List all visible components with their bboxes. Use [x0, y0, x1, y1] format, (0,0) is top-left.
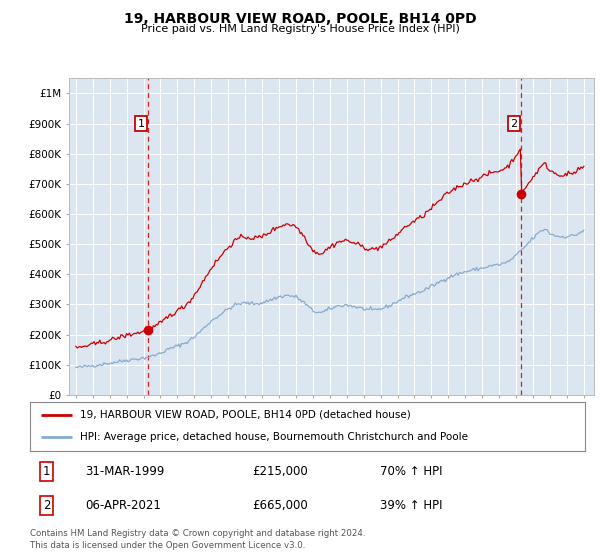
Text: 2: 2	[511, 119, 517, 129]
Text: 2: 2	[43, 498, 50, 512]
Text: 31-MAR-1999: 31-MAR-1999	[86, 465, 165, 478]
Text: 06-APR-2021: 06-APR-2021	[86, 498, 161, 512]
Text: 19, HARBOUR VIEW ROAD, POOLE, BH14 0PD: 19, HARBOUR VIEW ROAD, POOLE, BH14 0PD	[124, 12, 476, 26]
Text: 39% ↑ HPI: 39% ↑ HPI	[380, 498, 442, 512]
Text: £215,000: £215,000	[252, 465, 308, 478]
Text: 19, HARBOUR VIEW ROAD, POOLE, BH14 0PD (detached house): 19, HARBOUR VIEW ROAD, POOLE, BH14 0PD (…	[80, 410, 410, 420]
Text: HPI: Average price, detached house, Bournemouth Christchurch and Poole: HPI: Average price, detached house, Bour…	[80, 432, 468, 442]
Text: Contains HM Land Registry data © Crown copyright and database right 2024.
This d: Contains HM Land Registry data © Crown c…	[30, 529, 365, 550]
Text: 1: 1	[137, 119, 145, 129]
Text: 70% ↑ HPI: 70% ↑ HPI	[380, 465, 442, 478]
Text: £665,000: £665,000	[252, 498, 308, 512]
Text: 1: 1	[43, 465, 50, 478]
Text: Price paid vs. HM Land Registry's House Price Index (HPI): Price paid vs. HM Land Registry's House …	[140, 24, 460, 34]
